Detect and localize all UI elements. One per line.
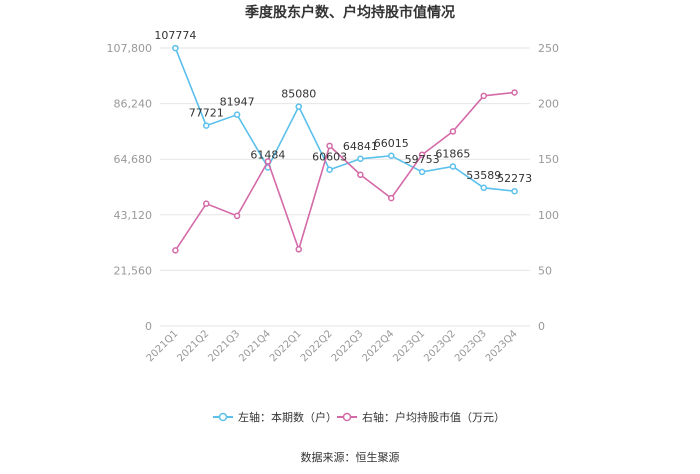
- data-label: 61865: [435, 147, 470, 160]
- data-label: 61484: [250, 148, 285, 161]
- legend[interactable]: 左轴：本期数（户） 右轴：户均持股市值（万元）: [213, 410, 505, 424]
- left-tick-label: 64,680: [114, 153, 153, 166]
- data-point[interactable]: [172, 44, 179, 52]
- chart-title: 季度股东户数、户均持股市值情况: [244, 4, 455, 21]
- right-tick-label: 50: [538, 264, 552, 277]
- data-label: 64841: [343, 140, 378, 153]
- data-label: 107774: [154, 29, 196, 42]
- data-label: 53589: [466, 169, 501, 182]
- data-point[interactable]: [418, 151, 426, 159]
- data-point[interactable]: [203, 122, 210, 129]
- legend-label-value: 右轴：户均持股市值（万元）: [362, 410, 505, 424]
- right-tick-label: 250: [538, 42, 559, 55]
- data-point[interactable]: [326, 166, 333, 173]
- data-label: 60603: [312, 151, 347, 164]
- x-tick-label: 2023Q3: [453, 328, 489, 364]
- data-label: 77721: [189, 107, 224, 120]
- right-tick-label: 100: [538, 209, 559, 222]
- data-label: 59753: [405, 153, 440, 166]
- data-point[interactable]: [264, 158, 272, 165]
- right-tick-label: 200: [538, 98, 559, 111]
- x-tick-label: 2022Q2: [299, 328, 335, 364]
- data-point[interactable]: [449, 128, 457, 135]
- x-tick-label: 2022Q4: [361, 328, 397, 364]
- legend-item-value[interactable]: 右轴：户均持股市值（万元）: [337, 410, 505, 424]
- right-tick-label: 150: [538, 153, 559, 166]
- x-tick-label: 2023Q4: [484, 328, 520, 364]
- left-tick-label: 86,240: [114, 98, 153, 111]
- series-line-1: [174, 91, 515, 252]
- data-point[interactable]: [357, 155, 364, 163]
- left-tick-label: 0: [145, 320, 152, 333]
- legend-marker-value: [342, 412, 352, 422]
- data-point[interactable]: [480, 92, 487, 100]
- left-tick-label: 43,120: [114, 209, 153, 222]
- data-point[interactable]: [233, 111, 241, 118]
- x-tick-label: 2022Q1: [268, 328, 304, 364]
- data-point[interactable]: [326, 142, 333, 150]
- data-point[interactable]: [203, 200, 210, 207]
- x-tick-label: 2023Q1: [391, 328, 427, 364]
- x-tick-label: 2021Q2: [176, 328, 212, 364]
- data-label: 66015: [374, 137, 409, 150]
- left-axis-ticks: 0 21,560 43,120 64,680 86,240 107,800: [107, 42, 153, 333]
- x-tick-label: 2021Q3: [206, 328, 242, 364]
- x-tick-label: 2023Q2: [422, 328, 458, 364]
- data-point[interactable]: [233, 212, 241, 220]
- series-line-0: [174, 47, 515, 192]
- x-axis-ticks: 2021Q12021Q22021Q32021Q42022Q12022Q22022…: [145, 328, 520, 364]
- data-point[interactable]: [295, 103, 302, 110]
- data-label: 52273: [497, 172, 532, 185]
- x-tick-label: 2022Q3: [330, 328, 366, 364]
- grid-lines: [160, 47, 530, 327]
- left-tick-label: 21,560: [114, 264, 153, 277]
- x-tick-label: 2021Q1: [145, 328, 181, 364]
- data-point[interactable]: [511, 187, 518, 195]
- right-axis-ticks: 0 50 100 150 200 250: [538, 42, 559, 333]
- data-point[interactable]: [357, 171, 364, 179]
- data-label: 81947: [220, 96, 255, 109]
- data-point[interactable]: [172, 247, 179, 254]
- data-point[interactable]: [295, 246, 302, 253]
- data-source: 数据来源：恒生聚源: [301, 450, 400, 464]
- data-point[interactable]: [449, 163, 457, 170]
- data-point[interactable]: [511, 89, 518, 96]
- data-label: 85080: [281, 88, 316, 101]
- legend-marker-households: [218, 412, 228, 422]
- legend-label-households: 左轴：本期数（户）: [238, 410, 337, 424]
- x-tick-label: 2021Q4: [237, 328, 273, 364]
- right-tick-label: 0: [538, 320, 545, 333]
- data-point[interactable]: [388, 194, 395, 202]
- data-point[interactable]: [418, 168, 426, 176]
- left-tick-label: 107,800: [107, 42, 153, 55]
- data-point[interactable]: [388, 152, 395, 160]
- legend-item-households[interactable]: 左轴：本期数（户）: [213, 410, 337, 424]
- data-point[interactable]: [480, 184, 487, 192]
